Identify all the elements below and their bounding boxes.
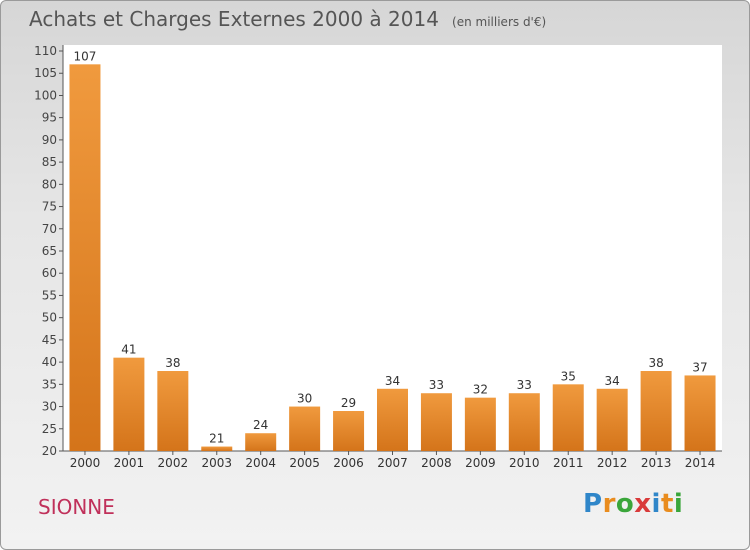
x-tick-label: 2007 (377, 456, 408, 470)
logo-letter: i (673, 489, 684, 519)
data-label: 107 (74, 49, 97, 63)
x-tick-label: 2001 (114, 456, 145, 470)
y-tick-label: 65 (42, 244, 57, 258)
data-label: 21 (209, 432, 224, 446)
y-tick-label: 75 (42, 200, 57, 214)
y-tick-label: 40 (42, 355, 57, 369)
data-label: 34 (605, 374, 620, 388)
x-tick-label: 2000 (70, 456, 101, 470)
x-tick-label: 2013 (641, 456, 672, 470)
bar (640, 371, 672, 451)
bar (420, 393, 452, 451)
x-tick-label: 2009 (465, 456, 496, 470)
data-label: 38 (648, 356, 663, 370)
bar (684, 375, 716, 451)
x-tick-label: 2003 (201, 456, 232, 470)
bar (69, 64, 101, 452)
logo-letter: x (634, 489, 652, 519)
logo-letter: i (651, 489, 661, 519)
data-label: 24 (253, 418, 268, 432)
data-label: 34 (385, 374, 400, 388)
x-tick-label: 2005 (289, 456, 320, 470)
y-tick-label: 95 (42, 111, 57, 125)
x-tick-label: 2006 (333, 456, 364, 470)
logo-letter: P (583, 489, 603, 519)
data-label: 29 (341, 396, 356, 410)
bar (201, 446, 233, 451)
y-tick-label: 70 (42, 222, 57, 236)
chart-title: Achats et Charges Externes 2000 à 2014 (… (29, 7, 546, 31)
y-tick-label: 55 (42, 288, 57, 302)
y-tick-label: 100 (34, 88, 57, 102)
x-tick-label: 2014 (685, 456, 716, 470)
y-tick-label: 90 (42, 133, 57, 147)
data-label: 33 (517, 378, 532, 392)
y-tick-label: 50 (42, 311, 57, 325)
bar (464, 397, 496, 451)
chart-title-main: Achats et Charges Externes 2000 à 2014 (29, 7, 439, 31)
data-label: 38 (165, 356, 180, 370)
bar (113, 357, 145, 451)
y-tick-label: 85 (42, 155, 57, 169)
y-tick-label: 25 (42, 422, 57, 436)
x-tick-label: 2002 (158, 456, 189, 470)
y-tick-label: 45 (42, 333, 57, 347)
x-tick-label: 2011 (553, 456, 584, 470)
data-label: 33 (429, 378, 444, 392)
bar (157, 371, 189, 451)
data-label: 30 (297, 392, 312, 406)
bar (245, 433, 277, 451)
y-tick-label: 30 (42, 400, 57, 414)
y-tick-label: 35 (42, 377, 57, 391)
x-tick-label: 2012 (597, 456, 628, 470)
place-label: SIONNE (38, 495, 115, 519)
y-tick-label: 20 (42, 444, 57, 458)
logo-letter: r (602, 489, 616, 519)
x-tick-label: 2010 (509, 456, 540, 470)
bar (333, 411, 365, 451)
logo-letter: o (615, 489, 635, 519)
bar (508, 393, 540, 451)
data-label: 41 (121, 343, 136, 357)
data-label: 32 (473, 383, 488, 397)
logo-letter: t (660, 489, 674, 519)
chart-subtitle: (en milliers d'€) (452, 15, 547, 29)
proxiti-logo: Proxiti (583, 489, 683, 519)
data-label: 37 (692, 360, 707, 374)
bar (596, 388, 628, 451)
data-label: 35 (561, 369, 576, 383)
bar (377, 388, 408, 451)
y-tick-label: 60 (42, 266, 57, 280)
bar (552, 384, 584, 451)
y-tick-label: 105 (34, 66, 57, 80)
y-tick-label: 110 (34, 44, 57, 58)
x-tick-label: 2008 (421, 456, 452, 470)
x-tick-label: 2004 (245, 456, 276, 470)
y-tick-label: 80 (42, 177, 57, 191)
bar (289, 406, 321, 451)
